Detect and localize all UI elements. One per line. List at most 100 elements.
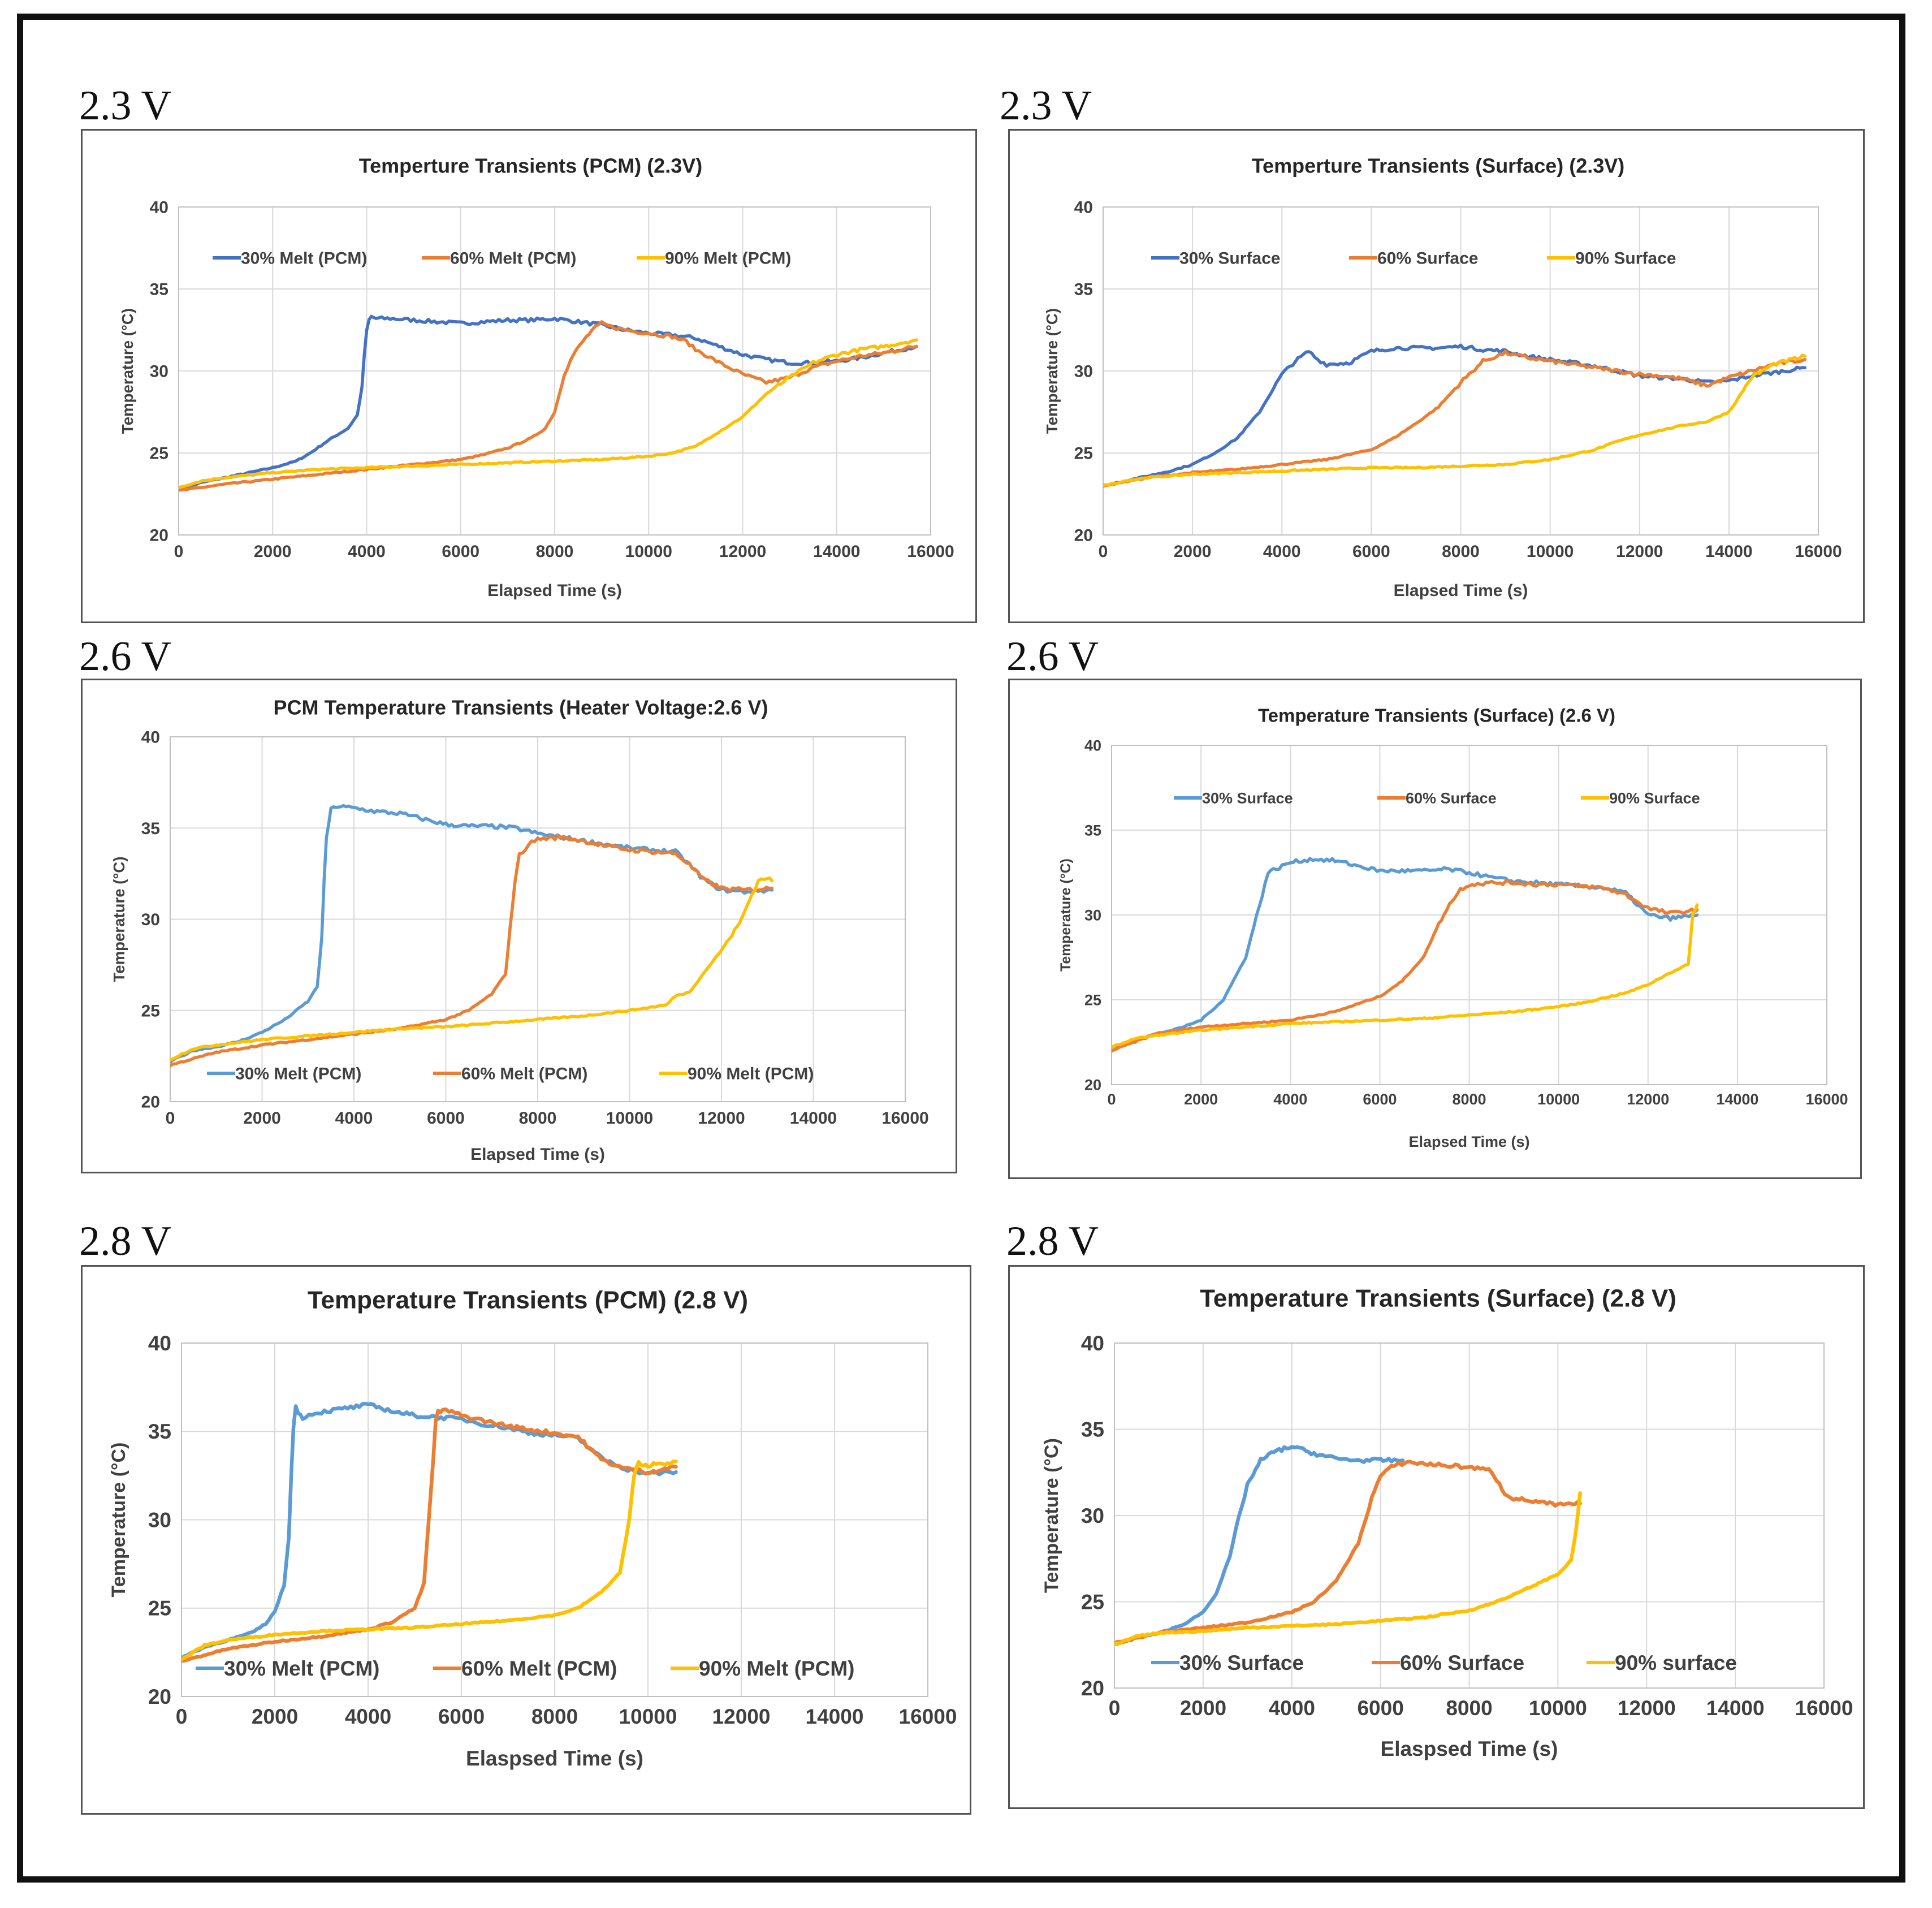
- y-tick-label: 35: [148, 1420, 171, 1443]
- x-tick-label: 8000: [1442, 542, 1480, 561]
- series-line-60-surface: [1114, 1460, 1582, 1646]
- y-tick-label: 40: [148, 1332, 171, 1355]
- legend: 30% Surface 60% Surface 90% surface: [1151, 1651, 1737, 1674]
- x-tick-label: 10000: [619, 1705, 677, 1728]
- legend: 30% Surface 60% Surface 90% Surface: [1174, 789, 1700, 806]
- x-tick-label: 0: [1107, 1091, 1116, 1108]
- chart-panel-pcm-2-3v: 0 2000 4000 6000 8000 10000 12000 14000 16000 20 2…: [81, 129, 977, 623]
- series-line-60-melt-pcm: [181, 1407, 678, 1663]
- y-axis-label: Temperature (°C): [110, 856, 128, 982]
- chart-svg: 0 2000 4000 6000 8000 10000 12000 14000 16000 20 2…: [119, 154, 954, 600]
- legend: 30% Melt (PCM) 60% Melt (PCM) 90% Melt (PC…: [207, 1065, 814, 1083]
- y-tick-label: 30: [148, 1508, 171, 1531]
- y-tick-label: 40: [141, 728, 160, 747]
- x-tick-label: 8000: [536, 542, 574, 561]
- voltage-label-2-3v-left: 2.3 V: [79, 83, 172, 129]
- voltage-label-2-8v-left: 2.8 V: [79, 1218, 172, 1264]
- x-tick-label: 6000: [438, 1705, 485, 1728]
- x-tick-label: 4000: [1269, 1697, 1315, 1720]
- legend-entry: 90% Melt (PCM): [688, 1065, 814, 1083]
- series-line-60-melt-pcm: [170, 834, 774, 1068]
- series-line-90-melt-pcm: [170, 876, 774, 1062]
- x-tick-label: 8000: [519, 1109, 557, 1128]
- y-tick-label: 20: [141, 1093, 160, 1112]
- y-tick-label: 20: [150, 526, 168, 545]
- legend-entry: 60% Melt (PCM): [450, 249, 576, 268]
- chart-panel-surface-2-6v: 0 2000 4000 6000 8000 10000 12000 14000 16000 20 2…: [1008, 679, 1862, 1179]
- chart-svg: 0 2000 4000 6000 8000 10000 12000 14000 16000 20 2…: [1043, 154, 1842, 600]
- voltage-label-2-3v-right: 2.3 V: [1000, 83, 1092, 129]
- y-tick-label: 25: [150, 444, 168, 463]
- x-tick-label: 2000: [243, 1109, 281, 1128]
- legend-entry: 90% Surface: [1575, 249, 1676, 268]
- x-tick-label: 4000: [348, 542, 386, 561]
- x-tick-label: 14000: [1706, 1697, 1765, 1720]
- plot-area-border: [1111, 745, 1827, 1085]
- chart-panel-pcm-2-6v: 0 2000 4000 6000 8000 10000 12000 14000 16000 20 2…: [81, 679, 957, 1173]
- series-lines: [170, 804, 774, 1068]
- x-tick-label: 4000: [1273, 1091, 1307, 1108]
- y-tick-label: 35: [150, 280, 168, 299]
- y-tick-label: 35: [1084, 822, 1101, 839]
- x-tick-label: 2000: [1180, 1697, 1226, 1720]
- x-axis-label: Elapsed Time (s): [487, 581, 622, 600]
- y-tick-label: 25: [1074, 444, 1093, 463]
- legend-entry: 60% Surface: [1406, 789, 1497, 806]
- x-tick-label: 4000: [345, 1705, 391, 1728]
- series-line-30-melt-pcm: [170, 804, 774, 1064]
- chart-svg: 0 2000 4000 6000 8000 10000 12000 14000 16000 20 2…: [1058, 705, 1848, 1150]
- chart-title: Temperature Transients (Surface) (2.6 V): [1258, 705, 1615, 726]
- chart-svg: 0 2000 4000 6000 8000 10000 12000 14000 16000 20 2…: [110, 696, 929, 1164]
- legend-entry: 90% surface: [1615, 1651, 1737, 1674]
- x-tick-label: 6000: [1352, 542, 1390, 561]
- series-line-60-surface: [1112, 879, 1699, 1053]
- chart-title: Temperature Transients (Surface) (2.8 V): [1200, 1284, 1676, 1312]
- y-tick-label: 30: [1084, 906, 1101, 923]
- figure-frame: [17, 14, 1905, 1883]
- x-tick-label: 16000: [899, 1705, 957, 1728]
- plot-area-border: [1103, 206, 1819, 536]
- series-line-90-melt-pcm: [181, 1460, 678, 1661]
- y-tick-label: 25: [1084, 991, 1101, 1008]
- x-tick-label: 8000: [1446, 1697, 1492, 1720]
- x-tick-label: 2000: [252, 1705, 298, 1728]
- y-tick-label: 20: [1084, 1076, 1101, 1093]
- y-tick-label: 20: [148, 1685, 171, 1708]
- x-tick-label: 12000: [719, 542, 766, 561]
- x-tick-label: 0: [166, 1109, 175, 1128]
- x-tick-label: 6000: [1363, 1091, 1397, 1108]
- legend-entry: 60% Surface: [1377, 249, 1478, 268]
- x-tick-label: 6000: [1357, 1697, 1403, 1720]
- x-tick-label: 2000: [254, 542, 292, 561]
- series-line-60-surface: [1103, 349, 1807, 488]
- series-line-90-surface: [1112, 903, 1699, 1049]
- series-lines: [1114, 1445, 1582, 1647]
- gridlines: [181, 1342, 928, 1697]
- x-axis-label: Elapsed Time (s): [470, 1145, 605, 1164]
- chart-panel-surface-2-3v: 0 2000 4000 6000 8000 10000 12000 14000 16000 20 2…: [1008, 129, 1865, 623]
- series-line-30-surface: [1112, 857, 1699, 1052]
- x-tick-label: 14000: [790, 1109, 837, 1128]
- x-tick-label: 0: [1099, 542, 1108, 561]
- y-tick-label: 35: [1074, 280, 1093, 299]
- y-axis-label: Temperature (°C): [1058, 858, 1074, 972]
- legend-entry: 90% Melt (PCM): [699, 1657, 854, 1680]
- legend-entry: 60% Surface: [1400, 1651, 1524, 1674]
- x-tick-label: 16000: [1795, 1697, 1853, 1720]
- y-axis-label: Temperature (°C): [119, 308, 136, 434]
- voltage-label-2-6v-left: 2.6 V: [79, 633, 172, 680]
- series-lines: [1112, 857, 1699, 1053]
- x-tick-label: 14000: [1705, 542, 1752, 561]
- x-tick-label: 10000: [1529, 1697, 1587, 1720]
- series-line-30-surface: [1114, 1445, 1405, 1647]
- x-tick-label: 6000: [427, 1109, 465, 1128]
- legend-entry: 60% Melt (PCM): [461, 1657, 617, 1680]
- x-tick-label: 2000: [1174, 542, 1212, 561]
- legend-entry: 60% Melt (PCM): [461, 1065, 587, 1083]
- series-line-90-surface: [1114, 1491, 1582, 1647]
- gridlines: [1114, 1342, 1825, 1689]
- chart-panel-pcm-2-8v: 0 2000 4000 6000 8000 10000 12000 14000 16000 20 2…: [81, 1265, 971, 1815]
- series-line-60-melt-pcm: [179, 320, 918, 492]
- x-tick-label: 10000: [1527, 542, 1574, 561]
- voltage-label-2-8v-right: 2.8 V: [1006, 1218, 1099, 1264]
